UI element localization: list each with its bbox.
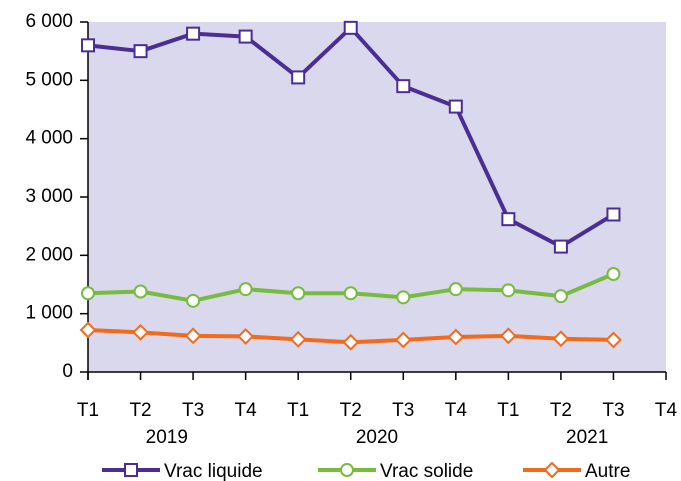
y-tick-label: 1 000 (25, 303, 73, 324)
marker (448, 282, 463, 297)
x-tick-label: T2 (340, 400, 362, 421)
marker (291, 70, 306, 85)
year-label: 2021 (566, 427, 608, 448)
marker (552, 330, 570, 348)
legend-label: Vrac solide (380, 461, 473, 481)
marker (124, 463, 138, 477)
marker (81, 286, 95, 301)
x-tick-label: T1 (497, 400, 519, 421)
marker (133, 284, 148, 299)
x-tick-label: T2 (550, 400, 572, 421)
marker (448, 99, 463, 114)
x-tick-label: T3 (392, 400, 414, 421)
marker (291, 286, 306, 301)
marker (342, 333, 360, 351)
marker (238, 29, 253, 44)
marker (238, 282, 253, 297)
x-tick-label: T4 (445, 400, 468, 421)
y-tick-label: 5 000 (25, 69, 73, 90)
x-tick-label: T1 (287, 400, 309, 421)
marker (133, 44, 148, 59)
marker (81, 38, 95, 53)
y-tick-label: 3 000 (25, 186, 73, 207)
x-tick-label: T4 (655, 400, 678, 421)
marker (237, 328, 255, 345)
x-tick-label: T3 (182, 400, 204, 421)
marker (340, 463, 354, 477)
x-tick-label: T3 (602, 400, 624, 421)
marker (132, 323, 149, 341)
marker (343, 20, 358, 35)
marker (553, 239, 568, 254)
y-tick-label: 4 000 (25, 128, 73, 149)
marker (606, 267, 621, 281)
marker (553, 289, 568, 304)
marker (396, 290, 411, 305)
marker (343, 286, 358, 301)
marker (501, 212, 516, 227)
marker (184, 327, 202, 345)
y-tick-label: 6 000 (25, 11, 73, 32)
marker (543, 461, 561, 479)
marker (605, 331, 622, 349)
y-tick-label: 0 (62, 361, 73, 382)
marker (396, 79, 411, 94)
legend-label: Autre (585, 461, 630, 481)
marker (289, 330, 307, 348)
marker (186, 26, 201, 41)
marker (606, 207, 621, 222)
x-tick-label: T1 (77, 400, 99, 421)
year-label: 2019 (146, 427, 188, 448)
x-tick-label: T4 (235, 400, 258, 421)
marker (394, 331, 412, 349)
y-tick-label: 2 000 (25, 244, 73, 265)
marker (501, 283, 516, 298)
legend-label: Vrac liquide (164, 461, 263, 481)
plot-area (88, 22, 666, 372)
x-tick-label: T2 (129, 400, 151, 421)
marker (79, 321, 97, 339)
marker (186, 293, 201, 308)
marker (499, 327, 517, 345)
marker (447, 328, 465, 346)
year-label: 2020 (356, 427, 398, 448)
